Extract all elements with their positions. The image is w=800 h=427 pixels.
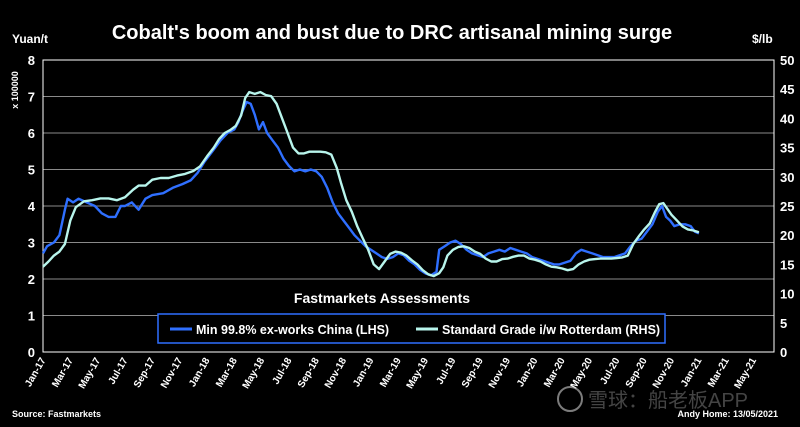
author-note: Andy Home: 13/05/2021 — [677, 409, 778, 419]
right-tick-label: 10 — [780, 287, 794, 302]
legend-box — [157, 313, 666, 344]
watermark-text: 雪球：船老板APP — [588, 389, 748, 412]
left-tick-label: 4 — [28, 199, 36, 214]
right-tick-label: 5 — [780, 316, 787, 331]
chart-title: Cobalt's boom and bust due to DRC artisa… — [112, 22, 672, 44]
right-axis-ticks: 0 5 10 15 20 25 30 35 40 45 50 — [780, 53, 794, 360]
source-note: Source: Fastmarkets — [12, 409, 101, 419]
watermark: 雪球：船老板APP — [557, 386, 748, 412]
left-tick-label: 6 — [28, 126, 35, 141]
left-tick-label: 2 — [28, 272, 35, 287]
left-tick-label: 7 — [28, 90, 35, 105]
left-tick-label: 0 — [28, 345, 35, 360]
legend-label-china: Min 99.8% ex-works China (LHS) — [196, 323, 389, 337]
right-tick-label: 15 — [780, 257, 794, 272]
series-layer — [41, 90, 700, 278]
right-tick-label: 40 — [780, 111, 794, 126]
left-tick-label: 8 — [28, 53, 35, 68]
right-tick-label: 20 — [780, 228, 794, 243]
watermark-logo-icon — [557, 386, 583, 412]
legend-title: Fastmarkets Assessments — [294, 290, 470, 306]
left-tick-label: 3 — [28, 236, 35, 251]
left-axis-ticks: 0 1 2 3 4 5 6 7 8 — [28, 53, 36, 360]
right-tick-label: 45 — [780, 82, 794, 97]
right-tick-label: 0 — [780, 345, 787, 360]
right-tick-label: 50 — [780, 53, 794, 68]
left-axis-unit: Yuan/t — [12, 32, 48, 46]
legend: Min 99.8% ex-works China (LHS) Standard … — [157, 313, 666, 344]
legend-label-rotterdam: Standard Grade i/w Rotterdam (RHS) — [442, 323, 660, 337]
left-tick-label: 1 — [28, 309, 35, 324]
right-axis-unit: $/lb — [752, 32, 773, 46]
plot-frame — [42, 59, 775, 353]
right-tick-label: 25 — [780, 199, 794, 214]
right-tick-label: 35 — [780, 141, 794, 156]
left-tick-label: 5 — [28, 163, 35, 178]
left-axis-multiplier: x 100000 — [10, 71, 20, 109]
series-line-rotterdam — [42, 90, 700, 278]
right-tick-label: 30 — [780, 170, 794, 185]
